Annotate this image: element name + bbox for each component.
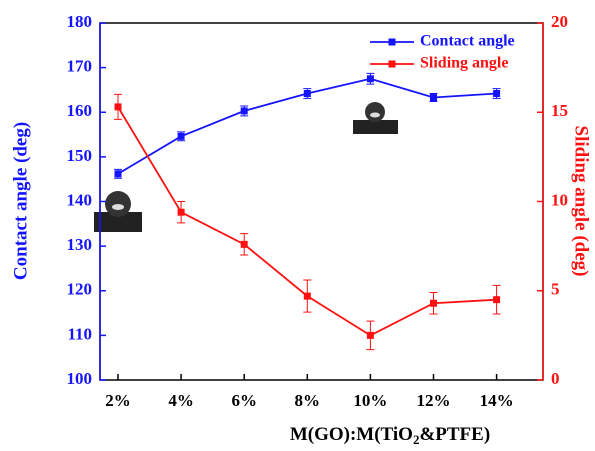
y-tick-label: 120	[67, 280, 93, 299]
legend-marker	[389, 61, 396, 68]
x-tick-label: 4%	[168, 391, 194, 410]
x-tick-label: 2%	[105, 391, 131, 410]
y-tick-label: 150	[67, 146, 93, 165]
x-label-after: &PTFE)	[419, 424, 490, 445]
legend-marker	[389, 39, 396, 46]
plot-frame	[100, 23, 543, 380]
x-label-text: M(GO):M(TiO	[290, 424, 413, 445]
y-tick-label: 180	[67, 12, 93, 31]
marker	[367, 332, 374, 339]
x-tick-label: 12%	[417, 391, 451, 410]
legend-label: Sliding angle	[420, 55, 508, 72]
x-tick-label: 14%	[480, 391, 514, 410]
y2-tick-label: 20	[551, 12, 568, 31]
marker	[367, 75, 374, 82]
marker	[430, 300, 437, 307]
marker	[304, 293, 311, 300]
x-tick-label: 6%	[231, 391, 257, 410]
droplet-icon	[94, 191, 142, 232]
y-tick-label: 110	[67, 324, 92, 343]
x-tick-label: 8%	[295, 391, 321, 410]
y2-axis-label: Sliding angle (deg)	[571, 126, 592, 277]
marker	[178, 209, 185, 216]
y-tick-label: 100	[67, 369, 93, 388]
marker	[493, 296, 500, 303]
droplet-icon	[353, 102, 398, 134]
y2-tick-label: 10	[551, 190, 568, 209]
y-tick-label: 140	[67, 190, 93, 209]
marker	[115, 103, 122, 110]
y-axis-label: Contact angle (deg)	[10, 122, 31, 280]
marker	[241, 107, 248, 114]
marker	[493, 90, 500, 97]
y2-tick-label: 5	[551, 280, 560, 299]
y-tick-label: 130	[67, 235, 93, 254]
legend-label: Contact angle	[420, 33, 515, 50]
marker	[178, 133, 185, 140]
chart: M(GO):M(TiO2&PTFE) Contact angle (deg) S…	[0, 0, 595, 451]
x-tick-label: 10%	[353, 391, 387, 410]
y-tick-label: 160	[67, 101, 93, 120]
y2-tick-label: 0	[551, 369, 560, 388]
y-tick-label: 170	[67, 57, 93, 76]
marker	[115, 170, 122, 177]
y2-tick-label: 15	[551, 101, 568, 120]
marker	[430, 94, 437, 101]
x-axis-label: M(GO):M(TiO2&PTFE)	[290, 424, 490, 447]
marker	[304, 90, 311, 97]
marker	[241, 241, 248, 248]
